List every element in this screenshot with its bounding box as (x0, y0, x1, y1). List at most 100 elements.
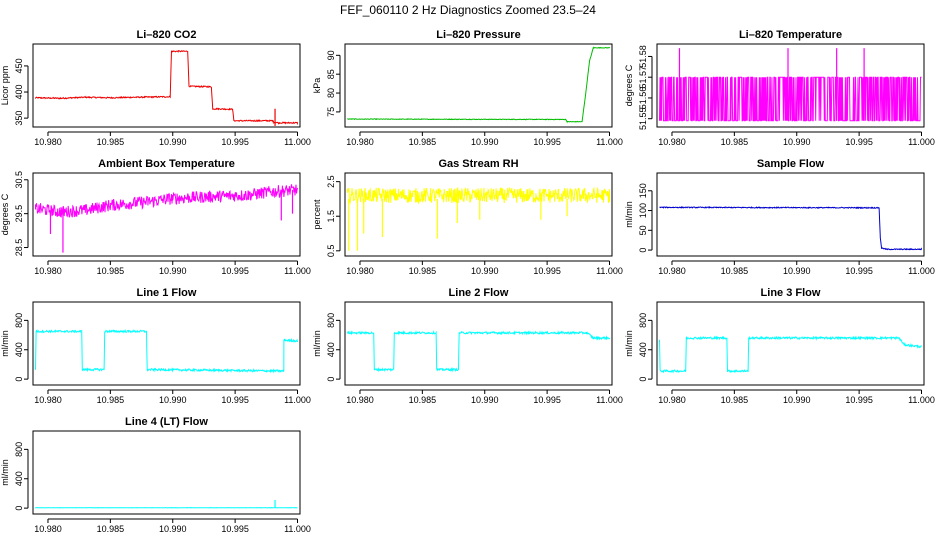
panel-title: Line 1 Flow (137, 287, 197, 299)
x-tick-label: 10.985 (97, 395, 125, 405)
y-tick-label: 800 (14, 442, 24, 457)
series-line (347, 330, 610, 373)
plot-frame (32, 430, 301, 515)
x-tick-label: 11.000 (284, 266, 311, 276)
y-tick-label: 0 (14, 506, 24, 511)
panel-title: Li–820 CO2 (137, 29, 197, 41)
y-tick-label: 51.56 (638, 87, 648, 110)
panel-ambient: Ambient Box Temperature 10.980 10.985 10.99… (0, 158, 311, 276)
panel-line1: Line 1 Flow 10.980 10.985 10.990 10.995 11.00… (0, 287, 311, 405)
x-tick-label: 11.000 (284, 524, 311, 534)
plot-frame (344, 301, 613, 386)
plot-area (659, 335, 922, 374)
y-tick-label: 2.5 (326, 175, 336, 188)
x-tick-label: 10.990 (471, 137, 499, 147)
y-axis-label: degrees C (624, 64, 634, 106)
y-tick-label: 0 (14, 377, 24, 382)
plot-frame (344, 43, 613, 128)
x-tick-label: 10.985 (409, 395, 437, 405)
y-tick-label: 0 (326, 377, 336, 382)
x-tick-label: 10.995 (845, 137, 873, 147)
series-line (347, 46, 610, 124)
figure-title: FEF_060110 2 Hz Diagnostics Zoomed 23.5–… (340, 3, 596, 17)
y-tick-label: 0 (638, 377, 648, 382)
x-tick-label: 10.980 (34, 524, 62, 534)
panel-co2: Li–820 CO2 10.980 10.985 10.990 10.995 11.000… (0, 29, 311, 147)
series-line (659, 335, 922, 374)
y-tick-label: 800 (14, 313, 24, 328)
y-tick-label: 800 (638, 313, 648, 328)
x-tick-label: 10.980 (658, 395, 686, 405)
series-line (35, 50, 298, 126)
y-axis-label: ml/min (624, 330, 634, 357)
y-tick-label: 100 (638, 203, 648, 218)
y-tick-label: 350 (14, 111, 24, 126)
y-tick-label: 450 (14, 58, 24, 73)
x-tick-label: 10.990 (159, 524, 187, 534)
plot-frame (656, 172, 925, 257)
x-tick-label: 10.980 (34, 395, 62, 405)
x-tick-label: 10.980 (346, 266, 374, 276)
x-tick-label: 10.980 (346, 395, 374, 405)
y-axis-label: kPa (312, 78, 322, 94)
plot-area (35, 328, 298, 374)
panel-title: Sample Flow (757, 158, 825, 170)
x-tick-label: 10.980 (658, 137, 686, 147)
x-tick-label: 10.990 (159, 266, 187, 276)
plot-area (659, 206, 922, 251)
plot-area (35, 500, 298, 509)
plot-frame (656, 43, 925, 128)
y-tick-label: 0 (638, 248, 648, 253)
plot-area (659, 48, 922, 122)
panel-title: Line 4 (LT) Flow (125, 416, 208, 428)
x-tick-label: 10.985 (97, 137, 125, 147)
x-tick-label: 10.995 (221, 524, 249, 534)
x-tick-label: 10.990 (159, 137, 187, 147)
panel-rh: Gas Stream RH 10.980 10.985 10.990 10.995 11.… (312, 158, 623, 276)
x-tick-label: 10.980 (34, 266, 62, 276)
panel-line4: Line 4 (LT) Flow 10.980 10.985 10.990 10.995… (0, 416, 311, 534)
x-tick-label: 11.000 (908, 266, 935, 276)
x-tick-label: 10.985 (721, 266, 749, 276)
panel-title: Gas Stream RH (438, 158, 518, 170)
x-tick-label: 10.995 (533, 137, 561, 147)
y-axis-label: degrees C (0, 193, 10, 235)
x-tick-label: 10.995 (221, 266, 249, 276)
series-line (35, 184, 298, 218)
y-tick-label: 80 (326, 88, 336, 98)
y-tick-label: 85 (326, 69, 336, 79)
x-tick-label: 10.980 (34, 137, 62, 147)
x-tick-label: 11.000 (596, 266, 623, 276)
x-tick-label: 10.990 (471, 395, 499, 405)
y-tick-label: 400 (14, 342, 24, 357)
y-tick-label: 0.5 (326, 245, 336, 258)
y-axis-label: ml/min (624, 201, 634, 228)
plot-frame (32, 172, 301, 257)
panel-line2: Line 2 Flow 10.980 10.985 10.990 10.995 11.00… (312, 287, 623, 405)
plot-area (347, 186, 610, 251)
x-tick-label: 10.995 (221, 137, 249, 147)
panel-sample: Sample Flow 10.980 10.985 10.990 10.995 11.00… (624, 158, 935, 276)
plot-area (35, 184, 298, 253)
series-line (659, 206, 922, 251)
x-tick-label: 10.990 (783, 395, 811, 405)
y-tick-label: 50 (638, 225, 648, 235)
y-tick-label: 400 (14, 85, 24, 100)
y-tick-label: 150 (638, 183, 648, 198)
y-tick-label: 51.58 (638, 45, 648, 68)
y-axis-label: ml/min (0, 330, 10, 357)
x-tick-label: 10.980 (346, 137, 374, 147)
chart-panels: Li–820 CO2 10.980 10.985 10.990 10.995 11.000… (0, 29, 935, 534)
plot-frame (32, 301, 301, 386)
x-tick-label: 11.000 (596, 137, 623, 147)
y-tick-label: 30.5 (14, 171, 24, 189)
x-tick-label: 11.000 (284, 395, 311, 405)
panel-temp: Li–820 Temperature 10.980 10.985 10.990 10.9… (624, 29, 935, 147)
plot-frame (344, 172, 613, 257)
x-tick-label: 10.985 (409, 266, 437, 276)
x-tick-label: 11.000 (908, 395, 935, 405)
panel-title: Li–820 Temperature (739, 29, 842, 41)
y-tick-label: 51.57 (638, 66, 648, 89)
x-tick-label: 10.995 (845, 395, 873, 405)
